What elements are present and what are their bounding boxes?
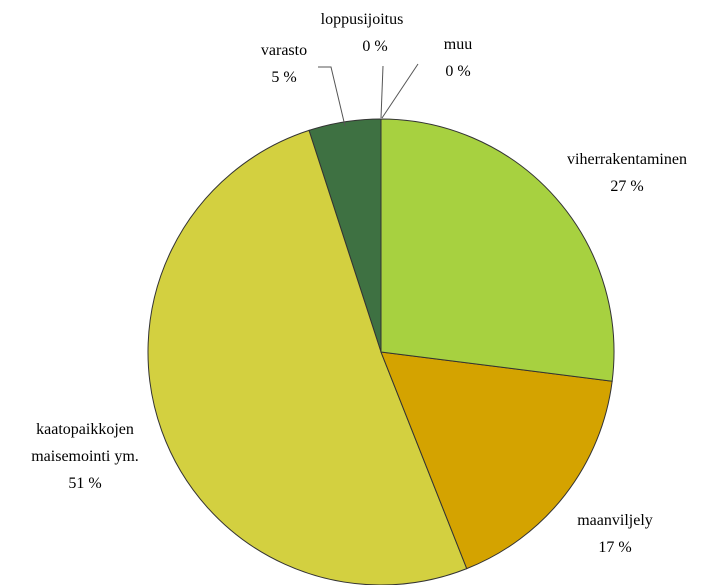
slice-label: loppusijoitus 0 % xyxy=(321,6,404,60)
slice-label: muu 0 % xyxy=(444,31,472,85)
leader-line xyxy=(318,66,346,127)
category-label: kaatopaikkojen maisemointi ym. xyxy=(31,421,139,465)
value-label: 51 % xyxy=(68,475,102,492)
leader-line xyxy=(380,65,384,119)
leader-line xyxy=(381,63,419,119)
pie-slice xyxy=(147,129,468,585)
category-label: maanviljely xyxy=(577,512,653,529)
slice-label: varasto 5 % xyxy=(261,37,307,91)
slice-label: maanviljely 17 % xyxy=(577,507,653,561)
value-label: 0 % xyxy=(445,63,471,80)
leader-lines xyxy=(318,63,419,127)
value-label: 27 % xyxy=(610,178,644,195)
pie-slice xyxy=(380,118,615,382)
category-label: muu xyxy=(443,36,473,53)
value-label: 17 % xyxy=(598,539,632,556)
slice-label: kaatopaikkojen maisemointi ym. 51 % xyxy=(10,416,160,497)
value-label: 0 % xyxy=(362,38,388,55)
pie-slice xyxy=(380,351,613,570)
category-label: viherrakentaminen xyxy=(567,151,687,168)
slice-label: viherrakentaminen 27 % xyxy=(567,146,687,200)
category-label: varasto xyxy=(260,42,308,59)
category-label: loppusijoitus xyxy=(320,11,404,28)
value-label: 5 % xyxy=(271,69,297,86)
